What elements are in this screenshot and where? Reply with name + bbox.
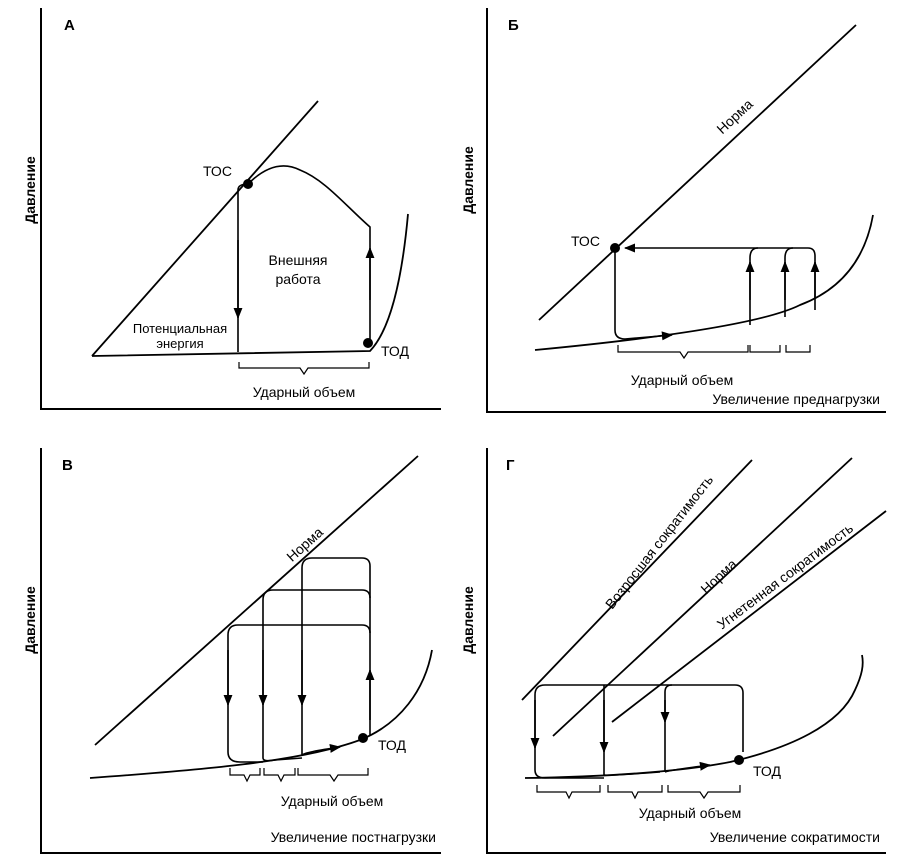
- panel-b-brace-3: [785, 345, 811, 353]
- panel-c-x-axis-label: Увеличение постнагрузки: [271, 829, 436, 845]
- panel-a-potential-label-line1: Потенциальная: [133, 321, 227, 336]
- panel-d-loop-outer: [534, 684, 744, 770]
- panel-d: Г Давление Возросшая сократимость Норма …: [460, 448, 887, 854]
- panel-a-esp-label: ТОС: [203, 163, 232, 179]
- panel-d-brace-2: [607, 785, 663, 800]
- panel-b-x-axis-label: Увеличение преднагрузки: [712, 391, 880, 407]
- panel-b-loop-right: [749, 247, 816, 325]
- panel-c-norm-line: [94, 455, 419, 746]
- panel-a-label: А: [64, 17, 75, 34]
- panel-c: В Давление Норма ТОД Ударный объем Увели…: [22, 448, 441, 854]
- panel-b-esp-label: ТОС: [571, 233, 600, 249]
- panel-b-brace-2: [749, 345, 781, 353]
- panel-d-axes: [486, 448, 886, 854]
- panel-c-y-axis-label: Давление: [22, 586, 38, 654]
- panel-d-y-axis-label: Давление: [460, 586, 476, 654]
- panel-a: А Давление ТОС ТОД Внешняя работа Потенц…: [22, 8, 441, 410]
- panel-d-decreased-line: [611, 510, 887, 723]
- panel-a-edpvr-curve: [91, 213, 409, 357]
- panel-a-work-label-line1: Внешняя: [269, 252, 328, 268]
- panel-a-edp-point: [363, 338, 373, 348]
- panel-d-edpvr-curve: [524, 654, 864, 779]
- panel-a-espvr-line: [91, 100, 319, 357]
- panel-b-stroke-volume-label: Ударный объем: [631, 372, 734, 388]
- panel-d-brace-3: [667, 785, 741, 800]
- panel-d-label: Г: [506, 457, 515, 474]
- panel-c-edpvr-curve: [89, 649, 433, 779]
- panel-a-work-label-line2: работа: [275, 271, 320, 287]
- panel-c-brace-2: [263, 768, 296, 783]
- panel-c-edp-point: [358, 733, 368, 743]
- panel-b-esp-point: [610, 243, 620, 253]
- panel-d-filling-arrow: [664, 761, 712, 773]
- panel-d-norm-label: Норма: [697, 556, 740, 597]
- panel-d-stroke-volume-label: Ударный объем: [639, 805, 742, 821]
- panel-b-filling-arrow: [624, 331, 674, 341]
- panel-a-stroke-volume-brace: [238, 362, 370, 376]
- panel-d-increased-label: Возросшая сократимость: [602, 472, 716, 612]
- panel-d-norm-line: [552, 457, 853, 737]
- panel-d-decreased-label: Угнетенная сократимость: [714, 520, 856, 633]
- panel-d-bottom-2: [603, 771, 661, 776]
- panel-a-potential-label-line2: энергия: [156, 336, 203, 351]
- panel-d-brace-1: [536, 785, 601, 800]
- panel-c-axes: [40, 448, 441, 854]
- panel-b-loop-left: [614, 248, 626, 340]
- panel-a-y-axis-label: Давление: [22, 156, 38, 224]
- panel-b-label: Б: [508, 17, 519, 34]
- panel-d-x-axis-label: Увеличение сократимости: [710, 829, 880, 845]
- panel-b-norm-line: [538, 24, 857, 321]
- panel-c-loop-3: [301, 557, 371, 755]
- panel-c-edp-label: ТОД: [378, 737, 407, 753]
- panel-a-pv-loop: [237, 165, 371, 352]
- panel-a-esp-point: [243, 179, 253, 189]
- panel-c-loop-2: [262, 589, 371, 758]
- panel-b-y-axis-label: Давление: [460, 146, 476, 214]
- panel-d-bottom-1: [534, 769, 604, 779]
- panel-a-edp-label: ТОД: [381, 343, 410, 359]
- panel-c-filling-arrow: [301, 743, 342, 756]
- panel-b-edpvr-curve: [534, 214, 874, 351]
- panel-b-loop-mid: [784, 247, 794, 317]
- panel-b-axes: [486, 8, 886, 413]
- panel-c-brace-3: [297, 768, 369, 783]
- panel-c-brace-1: [229, 768, 261, 783]
- panel-d-loop-3-left: [664, 684, 673, 772]
- panel-b-stroke-volume-brace: [617, 345, 749, 360]
- panel-c-loop-1: [227, 624, 371, 752]
- panel-a-stroke-volume-label: Ударный объем: [253, 384, 356, 400]
- panel-d-edp-label: ТОД: [753, 763, 782, 779]
- panel-c-stroke-volume-label: Ударный объем: [281, 793, 384, 809]
- panel-d-increased-line: [521, 459, 753, 701]
- panel-a-axes: [40, 8, 441, 410]
- panel-b: Б Давление Норма ТОС Ударный объем Увели…: [460, 8, 886, 413]
- panel-c-bottom-2: [262, 757, 303, 762]
- panel-b-norm-label: Норма: [713, 96, 756, 137]
- panel-c-label: В: [62, 457, 73, 474]
- panel-c-bottom-1: [227, 751, 263, 763]
- panel-d-edp-point: [734, 755, 744, 765]
